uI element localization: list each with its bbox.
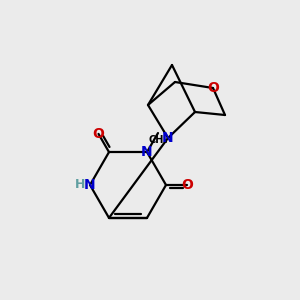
Text: N: N [84,178,96,192]
Text: N: N [162,131,174,145]
Text: CH₃: CH₃ [148,135,168,145]
Text: O: O [181,178,193,192]
Text: O: O [207,81,219,95]
Text: H: H [75,178,85,191]
Text: N: N [141,145,153,159]
Text: O: O [93,127,104,141]
